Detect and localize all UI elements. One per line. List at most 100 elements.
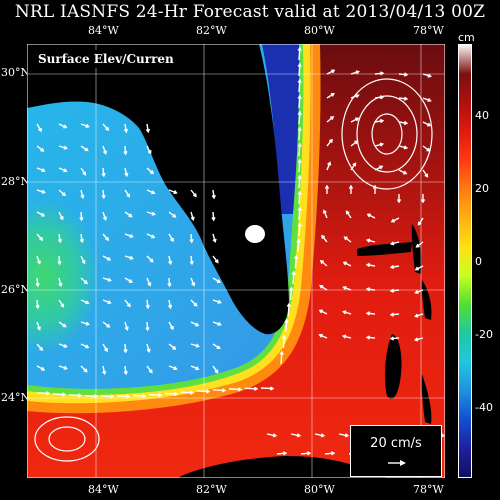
current-arrowhead bbox=[297, 94, 302, 100]
current-arrowhead bbox=[238, 387, 243, 392]
current-arrowhead bbox=[63, 145, 68, 150]
current-arrowhead bbox=[297, 126, 302, 132]
current-arrowhead bbox=[396, 199, 402, 204]
current-arrowhead bbox=[35, 282, 40, 288]
current-arrowhead bbox=[413, 337, 419, 342]
current-arrowhead bbox=[365, 311, 371, 316]
current-arrowhead bbox=[80, 194, 85, 200]
current-arrowhead bbox=[281, 334, 287, 340]
current-arrowhead bbox=[389, 312, 395, 317]
current-arrowhead bbox=[126, 303, 131, 308]
atlantic-water bbox=[27, 44, 445, 478]
current-arrowhead bbox=[415, 243, 420, 248]
lake bbox=[245, 225, 265, 243]
current-arrow bbox=[298, 159, 301, 173]
current-arrowhead bbox=[389, 288, 395, 293]
current-arrow bbox=[290, 433, 300, 437]
current-arrowhead bbox=[123, 348, 128, 354]
current-arrowhead bbox=[365, 262, 371, 268]
current-arrowhead bbox=[216, 345, 221, 350]
current-arrowhead bbox=[189, 238, 194, 244]
current-arrowhead bbox=[39, 346, 44, 352]
current-arrowhead bbox=[289, 286, 294, 292]
current-arrowhead bbox=[151, 234, 156, 239]
current-arrowhead bbox=[85, 344, 90, 349]
current-arrowhead bbox=[105, 126, 110, 132]
current-arrow bbox=[132, 394, 146, 397]
current-arrowhead bbox=[41, 168, 46, 173]
current-arrowhead bbox=[57, 238, 63, 244]
current-arrowhead bbox=[403, 120, 409, 126]
current-arrowhead bbox=[63, 365, 68, 370]
current-vectors bbox=[35, 46, 445, 456]
current-arrow bbox=[338, 433, 348, 437]
current-arrowhead bbox=[330, 116, 335, 120]
current-arrowhead bbox=[345, 210, 350, 215]
current-arrowhead bbox=[123, 150, 128, 156]
current-arrowhead bbox=[420, 199, 426, 204]
current-arrowhead bbox=[35, 304, 40, 310]
lon-label-top-78: 78°W bbox=[413, 24, 444, 37]
current-arrowhead bbox=[41, 366, 46, 371]
current-arrowhead bbox=[297, 62, 302, 68]
current-arrowhead bbox=[297, 46, 302, 52]
current-arrowhead bbox=[195, 343, 200, 348]
current-arrowhead bbox=[63, 343, 68, 348]
current-arrow bbox=[244, 387, 258, 390]
current-arrowhead bbox=[366, 213, 371, 218]
current-arrow bbox=[84, 394, 98, 397]
current-arrowhead bbox=[272, 433, 278, 438]
east-coast-band bbox=[262, 44, 300, 214]
current-arrowhead bbox=[170, 237, 174, 243]
current-arrowhead bbox=[79, 238, 85, 244]
current-arrowhead bbox=[101, 172, 106, 178]
current-arrowhead bbox=[63, 124, 68, 129]
current-arrowhead bbox=[104, 347, 108, 353]
current-arrow bbox=[298, 63, 301, 77]
scale-arrow-icon bbox=[388, 460, 406, 466]
current-arrowhead bbox=[341, 334, 347, 339]
current-arrowhead bbox=[330, 451, 336, 456]
current-arrowhead bbox=[129, 255, 134, 260]
current-arrowhead bbox=[172, 345, 177, 350]
bahamas-exuma bbox=[421, 374, 432, 424]
gulf-green-patch bbox=[27, 144, 187, 364]
current-arrow bbox=[300, 452, 311, 455]
current-arrowhead bbox=[296, 238, 301, 244]
current-arrowhead bbox=[126, 394, 131, 399]
current-arrowhead bbox=[147, 282, 152, 287]
current-arrowhead bbox=[39, 236, 44, 242]
current-arrow bbox=[68, 394, 82, 397]
current-arrow bbox=[314, 433, 324, 437]
current-arrow bbox=[298, 191, 301, 205]
current-arrowhead bbox=[365, 238, 371, 243]
current-arrow bbox=[298, 95, 301, 109]
current-arrowhead bbox=[174, 391, 179, 397]
colorbar-tick-0: 0 bbox=[475, 255, 482, 268]
current-arrowhead bbox=[355, 93, 360, 98]
current-arrowhead bbox=[293, 254, 299, 260]
lon-label-top-80: 80°W bbox=[304, 24, 335, 37]
lon-label-bottom-82: 82°W bbox=[196, 483, 227, 496]
current-arrow bbox=[298, 223, 301, 237]
current-arrowhead bbox=[60, 303, 65, 308]
current-arrowhead bbox=[365, 335, 371, 340]
current-arrowhead bbox=[322, 209, 327, 214]
current-arrow bbox=[276, 452, 287, 455]
current-arrow bbox=[212, 389, 226, 392]
current-arrowhead bbox=[102, 216, 107, 221]
current-arrowhead bbox=[297, 158, 302, 164]
current-arrowhead bbox=[102, 150, 107, 155]
current-arrow bbox=[148, 393, 162, 396]
current-arrowhead bbox=[36, 260, 41, 265]
current-arrowhead bbox=[106, 323, 111, 328]
current-arrowhead bbox=[379, 71, 385, 76]
current-arrowhead bbox=[94, 394, 99, 399]
current-arrowhead bbox=[217, 321, 222, 326]
colorbar-tick-20: 20 bbox=[475, 182, 489, 195]
current-arrowhead bbox=[189, 260, 194, 266]
current-arrowhead bbox=[318, 333, 323, 338]
current-arrowhead bbox=[110, 394, 115, 399]
current-arrowhead bbox=[192, 193, 197, 198]
